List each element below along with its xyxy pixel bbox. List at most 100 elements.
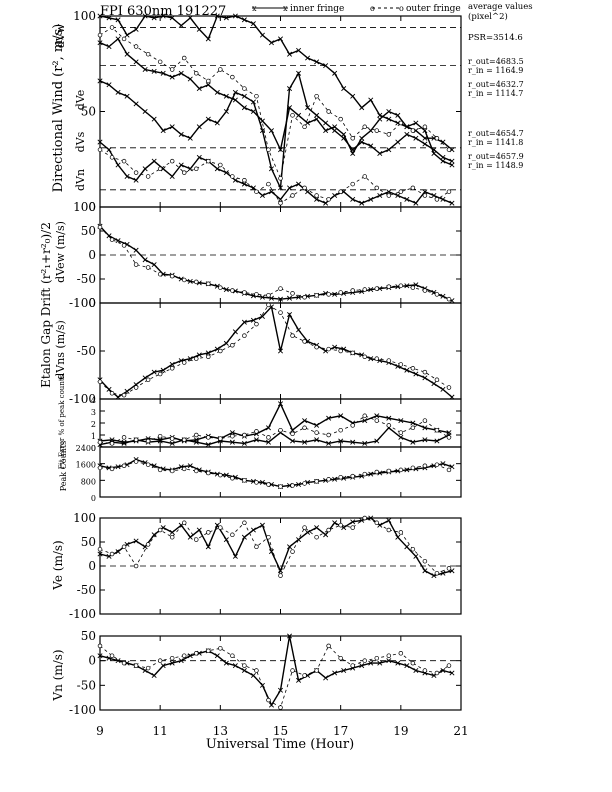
series-line-inner-0 <box>99 517 453 577</box>
y-tick-label: 0 <box>88 200 96 214</box>
point-outer <box>446 385 452 390</box>
point-inner <box>287 544 293 550</box>
point-outer <box>266 181 271 187</box>
point-outer <box>314 293 319 298</box>
point-inner <box>250 108 256 115</box>
point-outer <box>206 78 211 84</box>
point-outer <box>362 658 367 663</box>
point-inner <box>431 151 437 157</box>
point-inner <box>449 158 455 164</box>
point-outer <box>242 663 247 668</box>
point-inner <box>440 570 446 576</box>
point-outer <box>169 67 175 72</box>
point-outer <box>446 467 452 473</box>
point-outer <box>169 273 175 279</box>
x-tick-label: 13 <box>213 724 228 738</box>
point-outer <box>218 285 223 290</box>
point-inner <box>250 185 256 191</box>
point-outer <box>278 573 283 578</box>
point-inner <box>259 128 265 134</box>
y-tick-label: -100 <box>69 296 96 310</box>
point-outer <box>157 467 163 473</box>
point-outer <box>97 32 103 38</box>
point-outer <box>169 158 175 164</box>
point-inner <box>142 166 148 172</box>
point-inner <box>374 413 380 419</box>
point-inner <box>133 59 139 65</box>
point-inner <box>232 553 238 559</box>
y-tick-label: -100 <box>69 607 96 621</box>
point-inner <box>410 439 416 445</box>
point-inner <box>296 537 302 543</box>
ylabel-vn: Vn (m/s) <box>51 649 65 701</box>
point-outer <box>374 356 380 361</box>
average-values-box: average values (pixel^2) PSR=3514.6 r_ou… <box>468 2 533 170</box>
point-outer <box>362 174 367 179</box>
point-inner <box>187 76 193 82</box>
point-outer <box>302 124 307 130</box>
y-tick-label: 50 <box>81 629 96 643</box>
series-line-inner-0 <box>99 635 453 707</box>
point-inner <box>341 86 347 92</box>
point-outer <box>422 369 428 375</box>
point-outer <box>278 484 283 489</box>
point-inner <box>332 70 338 76</box>
point-inner <box>395 112 401 118</box>
point-outer <box>386 653 392 658</box>
point-outer <box>181 437 187 443</box>
point-outer <box>254 429 259 434</box>
point-outer <box>314 668 319 673</box>
point-outer <box>326 109 331 114</box>
point-inner <box>305 529 311 535</box>
point-outer <box>254 668 259 673</box>
point-outer <box>386 527 392 533</box>
point-inner <box>377 151 383 157</box>
point-inner <box>296 181 302 187</box>
point-outer <box>290 291 295 296</box>
series-line-outer-4 <box>99 26 450 180</box>
point-outer <box>326 197 331 202</box>
point-inner <box>290 438 296 444</box>
point-inner <box>250 672 256 678</box>
point-outer <box>266 302 271 308</box>
point-outer <box>398 120 404 126</box>
point-inner <box>259 294 265 300</box>
point-inner <box>124 173 130 179</box>
point-inner <box>250 99 256 105</box>
point-inner <box>115 36 121 42</box>
point-outer <box>386 284 392 289</box>
point-inner <box>287 51 293 57</box>
psr-value: PSR=3514.6 <box>468 33 523 43</box>
point-inner <box>178 658 184 664</box>
point-outer <box>362 124 367 130</box>
point-inner <box>290 427 296 433</box>
point-inner <box>422 128 428 134</box>
point-inner <box>368 196 374 202</box>
point-outer <box>121 392 127 398</box>
point-inner <box>368 143 374 149</box>
point-inner <box>398 434 404 440</box>
point-inner <box>386 116 392 122</box>
point-outer <box>278 286 283 291</box>
point-inner <box>268 702 274 708</box>
point-inner <box>241 440 247 446</box>
point-inner <box>440 668 446 674</box>
point-outer <box>157 527 163 533</box>
point-outer <box>218 646 223 651</box>
point-outer <box>326 292 331 297</box>
point-outer <box>434 570 440 576</box>
point-inner <box>440 293 446 299</box>
point-outer <box>398 530 404 535</box>
point-inner <box>229 430 235 436</box>
point-inner <box>404 283 410 289</box>
point-inner <box>404 124 410 130</box>
point-outer <box>230 653 235 658</box>
point-inner <box>115 464 121 470</box>
point-outer <box>422 463 428 469</box>
point-outer <box>145 174 151 179</box>
point-inner <box>115 549 121 555</box>
point-inner <box>422 141 428 147</box>
point-inner <box>115 658 121 664</box>
point-inner <box>133 101 139 107</box>
point-outer <box>302 339 307 344</box>
